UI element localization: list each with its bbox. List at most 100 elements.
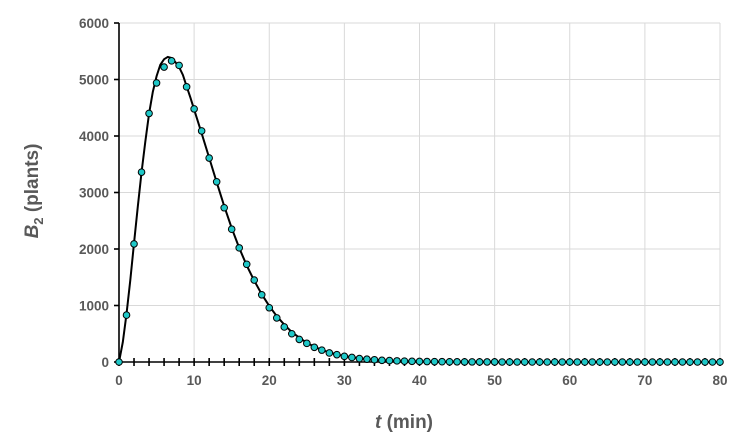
x-tick-label: 40	[412, 373, 427, 388]
data-point	[385, 356, 394, 365]
data-point	[535, 358, 544, 366]
x-tick-label: 30	[337, 373, 352, 388]
data-point	[280, 323, 289, 331]
data-point	[325, 349, 334, 357]
data-point	[505, 358, 514, 366]
y-tick-label: 5000	[79, 73, 109, 88]
data-point	[648, 358, 657, 366]
data-point	[227, 225, 236, 234]
data-point	[303, 339, 311, 348]
data-point	[115, 358, 123, 366]
data-point	[400, 357, 409, 365]
data-point	[272, 314, 281, 322]
data-point	[340, 352, 349, 361]
data-point	[333, 350, 341, 359]
data-point	[287, 329, 296, 338]
data-point	[393, 357, 401, 365]
tick-labels: 0 1000 2000 3000 4000 5000 6000 0 10 20 30 40 50 60 70…	[79, 16, 728, 388]
x-tick-label: 60	[562, 373, 577, 388]
x-tick-label: 20	[262, 373, 277, 388]
data-point	[656, 358, 664, 366]
y-tick-label: 2000	[79, 242, 109, 257]
data-point	[611, 358, 619, 366]
data-point	[145, 109, 153, 118]
data-point	[438, 357, 446, 366]
data-point	[626, 358, 634, 366]
data-point	[513, 358, 521, 366]
data-point	[520, 358, 529, 366]
data-point	[573, 358, 582, 366]
data-point	[182, 83, 191, 91]
data-point	[596, 358, 604, 366]
data-point	[415, 357, 424, 366]
data-point	[528, 358, 536, 366]
data-point	[671, 358, 679, 366]
data-point	[490, 358, 499, 366]
x-tick-label: 80	[712, 373, 727, 388]
x-tick-label: 70	[637, 373, 652, 388]
data-point	[498, 358, 506, 366]
data-point	[543, 358, 552, 366]
data-point	[468, 358, 476, 366]
x-axis-title: t (min)	[375, 412, 433, 433]
data-point	[205, 154, 213, 162]
y-tick-label: 4000	[79, 129, 109, 144]
y-tick-label: 0	[101, 355, 109, 370]
data-point	[370, 355, 379, 364]
data-point	[708, 358, 717, 366]
data-point	[550, 358, 559, 366]
data-point	[137, 168, 146, 176]
data-point	[310, 343, 319, 352]
data-point	[295, 335, 304, 344]
data-point	[152, 79, 161, 87]
data-point	[355, 354, 364, 363]
axes	[114, 22, 721, 366]
data-point	[558, 358, 567, 366]
data-point	[220, 203, 228, 212]
data-point	[408, 357, 416, 366]
data-point	[588, 358, 597, 366]
data-point	[363, 355, 371, 363]
x-tick-label: 0	[115, 373, 123, 388]
data-point	[701, 358, 709, 366]
data-point	[160, 63, 168, 71]
data-point	[250, 276, 259, 284]
data-point	[445, 357, 454, 366]
y-axis-title: B2 (plants)	[22, 144, 46, 239]
y-tick-label: 3000	[79, 186, 109, 201]
data-point	[190, 105, 198, 113]
gridlines	[119, 22, 721, 362]
data-point	[257, 290, 266, 299]
data-point	[475, 358, 484, 366]
data-point	[430, 357, 439, 366]
data-point	[122, 311, 131, 319]
data-point	[453, 358, 461, 366]
data-point	[633, 358, 642, 366]
data-point	[678, 358, 687, 366]
data-point	[580, 358, 589, 366]
data-point	[212, 177, 221, 186]
data-point	[130, 240, 138, 248]
data-point	[483, 358, 491, 366]
data-point	[693, 358, 702, 366]
data-point	[265, 303, 274, 312]
data-point	[378, 356, 386, 365]
data-point	[423, 357, 431, 366]
data-point	[175, 61, 183, 70]
data-point	[167, 57, 176, 65]
x-tick-label: 10	[187, 373, 202, 388]
data-point	[716, 358, 724, 366]
data-point	[235, 244, 243, 252]
data-point	[618, 358, 627, 366]
data-point	[242, 260, 251, 269]
data-point	[460, 358, 469, 366]
data-point	[565, 358, 574, 366]
data-point	[348, 353, 356, 362]
data-point	[686, 358, 694, 366]
data-point	[603, 358, 612, 366]
data-point	[663, 358, 672, 366]
x-tick-label: 50	[487, 373, 502, 388]
data-point	[197, 127, 206, 135]
data-point	[641, 358, 649, 366]
